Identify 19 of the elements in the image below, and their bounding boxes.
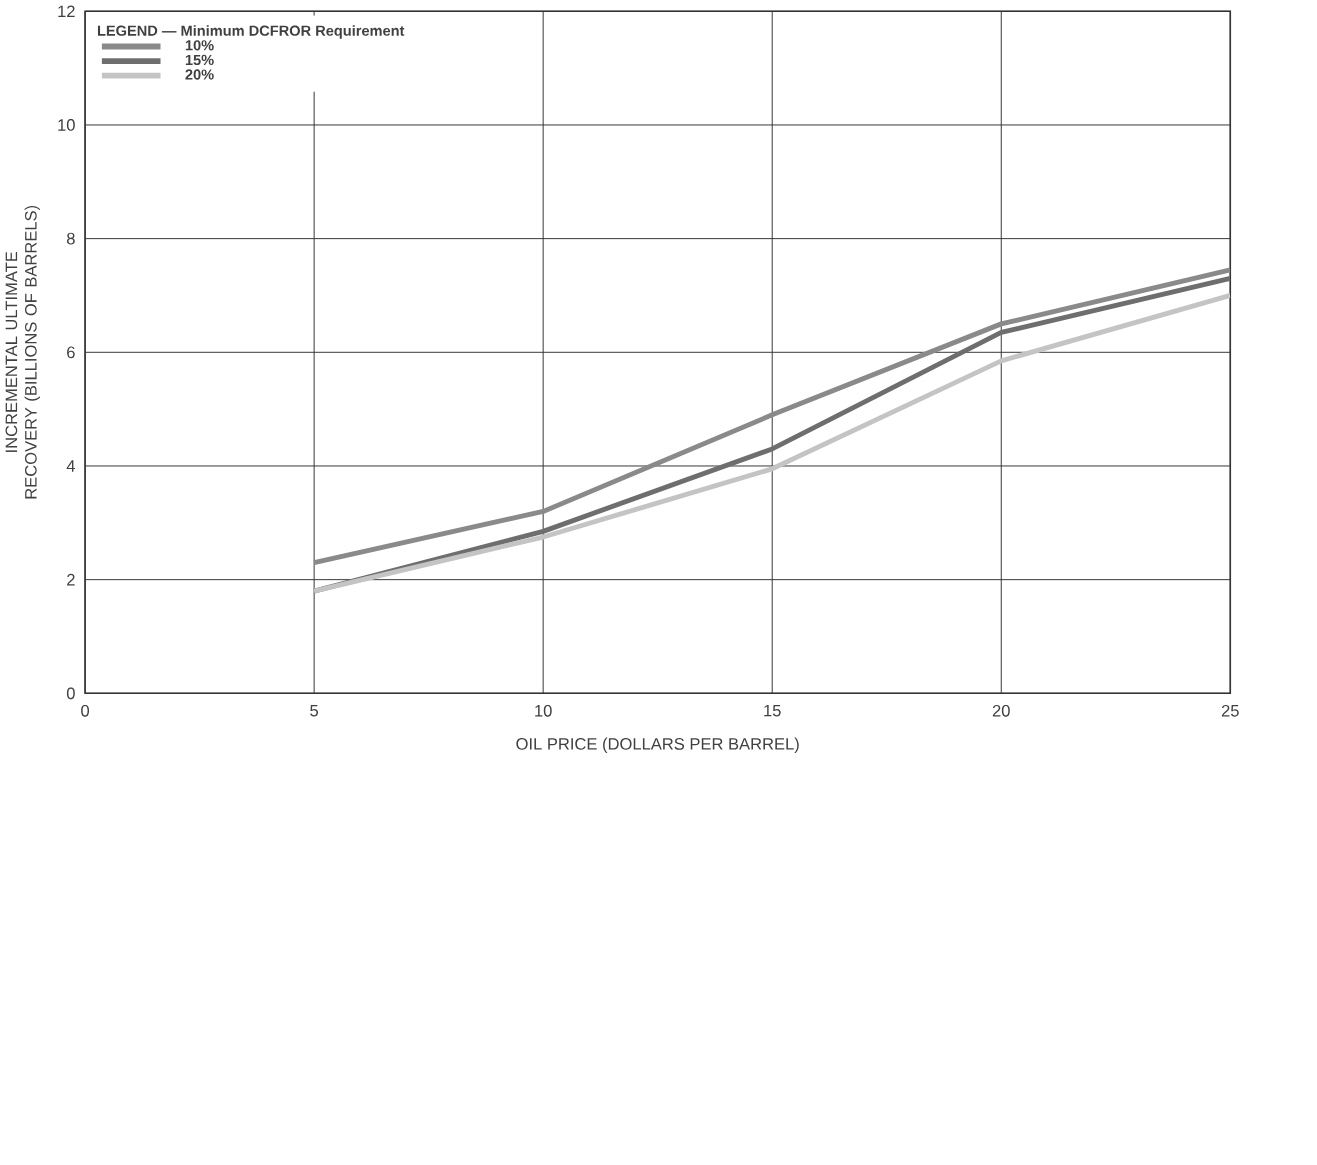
x-tick-label: 15 <box>764 704 781 717</box>
y-tick-label: 6 <box>67 346 75 359</box>
x-tick-label: 0 <box>81 704 90 717</box>
y-tick-label: 4 <box>66 460 75 472</box>
y-tick-label: 0 <box>66 687 75 700</box>
x-tick-label: 20 <box>992 704 1010 717</box>
x-tick-label: 10 <box>535 704 552 717</box>
legend-label: 10% <box>185 40 214 51</box>
x-axis-title: OIL PRICE (DOLLARS PER BARREL) <box>516 737 799 753</box>
legend-title: LEGEND — Minimum DCFROR Requirement <box>97 25 405 39</box>
x-tick-label: 25 <box>1221 704 1239 717</box>
y-tick-label: 2 <box>67 573 75 586</box>
y-tick-label: 8 <box>66 232 75 245</box>
y-tick-label: 12 <box>58 5 75 18</box>
y-axis-title: INCREMENTAL ULTIMATE RECOVERY (BILLIONS OF BARRELS) <box>5 205 40 499</box>
x-tick-label: 5 <box>310 704 319 717</box>
y-tick-label: 10 <box>58 119 75 131</box>
legend-label: 20% <box>185 69 214 80</box>
legend-label: 15% <box>185 54 214 66</box>
